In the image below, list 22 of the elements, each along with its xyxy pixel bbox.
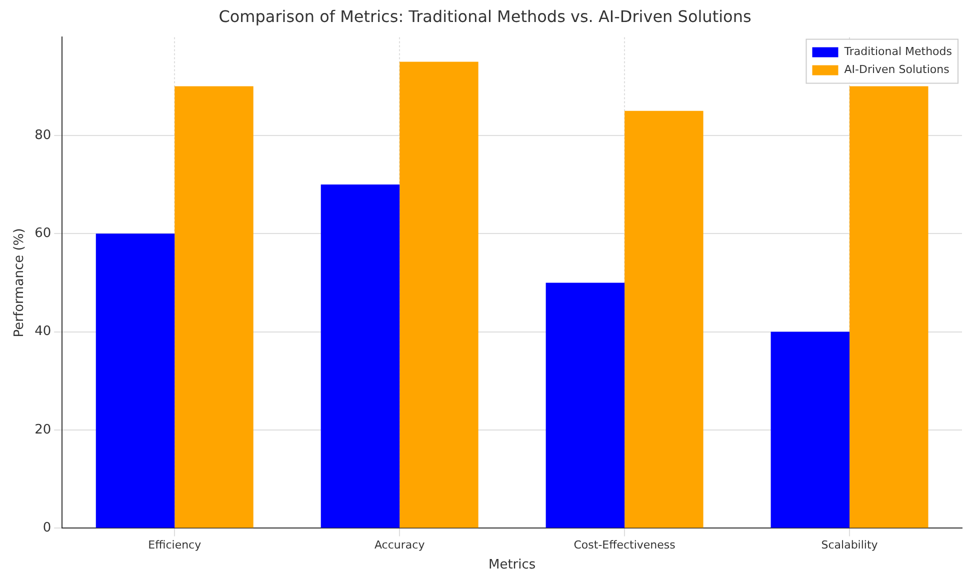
y-tick-label: 40 [34, 324, 52, 340]
bar [96, 234, 175, 528]
y-tick-label: 60 [34, 226, 52, 241]
x-tick-label: Cost-Effectiveness [574, 538, 676, 552]
legend-label: Traditional Methods [843, 45, 952, 58]
y-tick-label: 20 [34, 422, 52, 438]
x-tick-label: Accuracy [374, 538, 426, 552]
legend-label: AI-Driven Solutions [844, 63, 950, 76]
bar [624, 110, 704, 528]
y-tick-label: 0 [42, 520, 52, 536]
x-tick-label: Efficiency [148, 538, 202, 552]
bar [770, 332, 850, 528]
bar [320, 184, 400, 528]
bar [546, 282, 625, 528]
x-tick-label: Scalability [821, 538, 878, 552]
x-axis-title: Metrics [488, 558, 536, 573]
y-axis-title: Performance (%) [12, 228, 28, 338]
bar [850, 86, 928, 528]
bar [174, 86, 254, 528]
y-tick-label: 80 [34, 128, 52, 143]
bar [400, 62, 478, 528]
chart-title: Comparison of Metrics: Traditional Methods vs. AI-Driven Solutions [218, 6, 752, 26]
